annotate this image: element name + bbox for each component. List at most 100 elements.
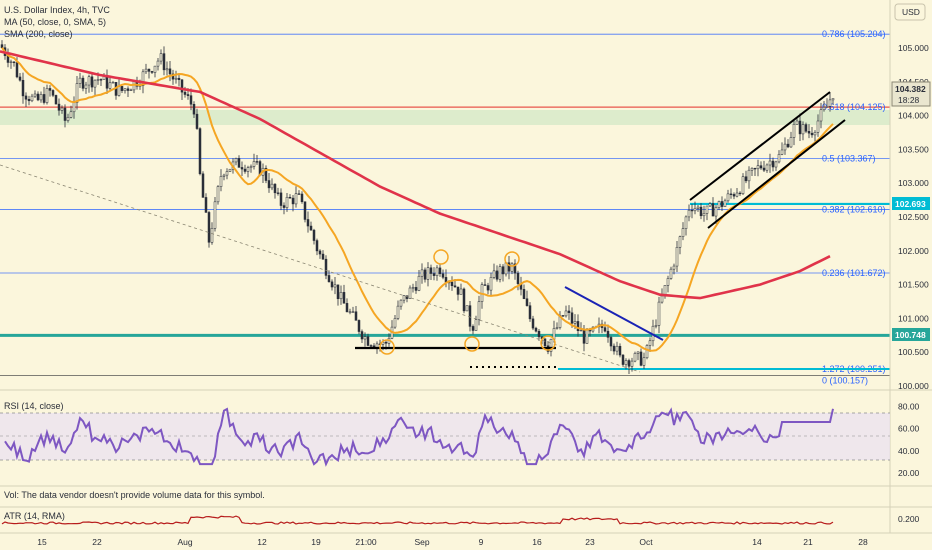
candle-body — [618, 345, 622, 356]
candle-body — [408, 287, 412, 299]
price-pane[interactable]: 0.786 (105.204) 0.618 (104.125) 0.5 (103.3… — [0, 29, 890, 385]
time-tick-label: 28 — [858, 537, 868, 547]
rsi-tick-label: 80.00 — [898, 402, 920, 412]
candle-body — [714, 207, 718, 217]
candle-body — [831, 98, 835, 101]
candle-body — [678, 236, 682, 248]
candle-body — [813, 132, 817, 136]
candle-body — [291, 197, 295, 205]
time-tick-label: 15 — [37, 537, 47, 547]
price-tick-label: 100.500 — [898, 347, 929, 357]
candle-body — [444, 277, 448, 283]
candle-body — [561, 315, 565, 317]
candle-body — [777, 154, 781, 163]
sma200-legend[interactable]: SMA (200, close) — [4, 29, 73, 39]
candle-body — [798, 120, 802, 135]
candle-body — [564, 310, 568, 317]
candle-body — [423, 269, 427, 280]
candle-body — [435, 267, 439, 276]
candle-body — [450, 281, 454, 287]
highlight-circle — [379, 339, 395, 355]
support-value: 100.748 — [895, 330, 926, 340]
candle-body — [576, 321, 580, 332]
candle-body — [579, 329, 583, 332]
support-tag: 100.748 — [892, 328, 930, 341]
ma50-legend[interactable]: MA (50, close, 0, SMA, 5) — [4, 17, 106, 27]
candle-body — [330, 281, 334, 288]
candle-body — [324, 258, 328, 276]
candle-body — [219, 176, 223, 187]
ma50-line — [1, 47, 834, 352]
candle-body — [585, 329, 589, 344]
candle-body — [609, 337, 613, 347]
candle-body — [624, 360, 628, 365]
candle-body — [771, 160, 775, 168]
candle-body — [129, 89, 133, 91]
candle-body — [819, 109, 823, 122]
resistance-value: 102.693 — [895, 199, 926, 209]
last-price-tag: 104.382 18:28 — [891, 81, 931, 107]
candle-body — [822, 106, 826, 111]
candle-body — [429, 267, 433, 274]
candle-body — [51, 90, 55, 96]
candle-body — [426, 267, 430, 280]
currency-button[interactable]: USD — [894, 3, 926, 21]
candle-body — [570, 312, 574, 324]
candles — [0, 40, 835, 375]
candle-body — [294, 193, 298, 205]
candle-body — [369, 345, 373, 347]
candle-body — [15, 62, 19, 78]
candle-body — [525, 298, 529, 306]
candle-body — [780, 149, 784, 155]
candle-body — [474, 319, 478, 331]
candle-body — [747, 169, 751, 182]
candle-body — [144, 68, 148, 73]
dashed-trendline — [0, 164, 641, 373]
candle-body — [705, 205, 709, 214]
candle-body — [531, 318, 535, 329]
candle-body — [96, 79, 100, 81]
fib-label: 0 (100.157) — [822, 375, 868, 385]
rsi-line — [4, 407, 834, 467]
candle-body — [693, 208, 697, 212]
candle-body — [303, 201, 307, 220]
rsi-legend[interactable]: RSI (14, close) — [4, 401, 64, 411]
candle-body — [537, 330, 541, 338]
price-tick-label: 102.000 — [898, 246, 929, 256]
currency-label: USD — [902, 7, 920, 17]
candle-body — [522, 289, 526, 299]
candle-body — [825, 106, 829, 108]
candle-body — [363, 336, 367, 340]
candle-body — [147, 68, 151, 72]
candle-body — [786, 143, 790, 148]
candle-body — [63, 107, 67, 121]
candle-body — [312, 229, 316, 241]
candle-body — [342, 292, 346, 304]
atr-legend[interactable]: ATR (14, RMA) — [4, 511, 65, 521]
candle-body — [483, 284, 487, 286]
rsi-tick-label: 20.00 — [898, 468, 920, 478]
candle-body — [507, 262, 511, 272]
candle-body — [183, 91, 187, 95]
candle-body — [492, 270, 496, 278]
candle-body — [156, 60, 160, 67]
candle-body — [513, 263, 517, 274]
candle-body — [174, 77, 178, 80]
rsi-pane[interactable] — [0, 407, 890, 467]
candle-body — [117, 86, 121, 96]
candle-body — [195, 113, 199, 129]
highlight-circle — [504, 251, 520, 267]
candle-body — [9, 61, 13, 63]
candle-body — [123, 88, 127, 91]
candle-body — [162, 53, 166, 71]
fib-levels: 0.786 (105.204) 0.618 (104.125) 0.5 (103.3… — [0, 29, 890, 385]
time-tick-label: Oct — [639, 537, 653, 547]
candle-body — [300, 193, 304, 203]
time-axis[interactable]: 15 22 Aug 12 19 21:00 Sep 9 16 23 Oct 14 21 28 — [37, 537, 868, 547]
candle-body — [615, 345, 619, 352]
rsi-tick-label: 40.00 — [898, 446, 920, 456]
candle-body — [459, 288, 463, 295]
candle-body — [168, 68, 172, 75]
price-tick-label: 101.500 — [898, 280, 929, 290]
